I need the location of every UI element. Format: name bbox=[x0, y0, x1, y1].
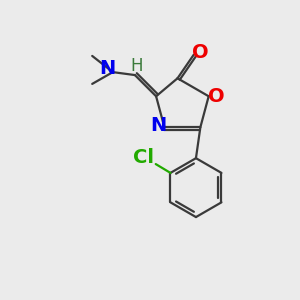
Text: H: H bbox=[130, 57, 142, 75]
Text: O: O bbox=[208, 87, 224, 106]
Text: N: N bbox=[150, 116, 166, 135]
Text: Cl: Cl bbox=[133, 148, 154, 167]
Text: O: O bbox=[192, 43, 208, 62]
Text: N: N bbox=[99, 59, 115, 78]
